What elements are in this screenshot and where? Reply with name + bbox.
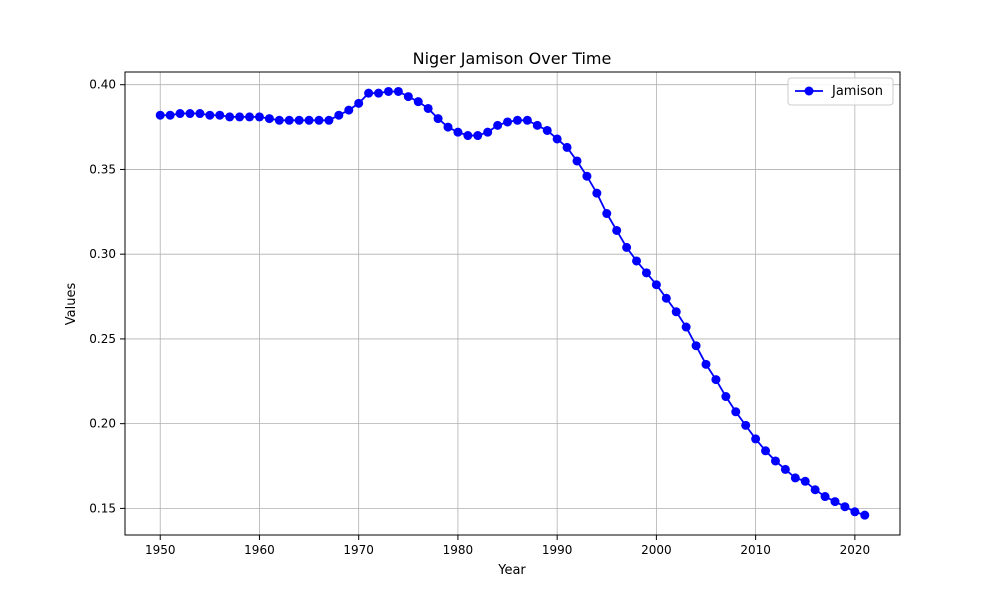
data-point xyxy=(473,131,483,141)
legend-marker-swatch xyxy=(804,86,814,96)
legend-box xyxy=(787,77,894,106)
data-point xyxy=(800,476,810,486)
data-point xyxy=(284,115,294,125)
legend-label-jamison: Jamison xyxy=(831,84,883,99)
x-tick-label: 2020 xyxy=(840,543,871,557)
data-point xyxy=(691,341,701,351)
data-point xyxy=(393,86,403,96)
data-point xyxy=(790,473,800,483)
data-point xyxy=(820,492,830,502)
data-point xyxy=(860,510,870,520)
data-point xyxy=(751,434,761,444)
data-point xyxy=(403,92,413,102)
data-point xyxy=(582,171,592,181)
data-point xyxy=(512,115,522,125)
data-point xyxy=(235,112,245,122)
data-point xyxy=(780,464,790,474)
data-point xyxy=(463,131,473,141)
x-axis-label: Year xyxy=(497,563,526,578)
data-point xyxy=(264,114,274,124)
x-tick-label: 1950 xyxy=(145,543,176,557)
data-point xyxy=(215,110,225,120)
data-point xyxy=(562,142,572,152)
data-point xyxy=(522,115,532,125)
data-point xyxy=(681,322,691,332)
data-point xyxy=(245,112,255,122)
data-point xyxy=(225,112,235,122)
data-point xyxy=(701,359,711,369)
data-point xyxy=(552,134,562,144)
data-point xyxy=(612,225,622,235)
data-point xyxy=(364,88,374,98)
data-point xyxy=(503,117,513,127)
data-point xyxy=(205,110,215,120)
ticks: 1950 1960 1970 1980 1990 2000 2010 2020 0.15 0.20… xyxy=(89,78,870,557)
data-point xyxy=(423,103,433,113)
x-tick-label: 2010 xyxy=(740,543,771,557)
x-tick-label: 1980 xyxy=(443,543,474,557)
data-point xyxy=(334,110,344,120)
data-point xyxy=(721,392,731,402)
data-point xyxy=(304,115,314,125)
data-point xyxy=(443,122,453,132)
x-tick-label: 1960 xyxy=(244,543,275,557)
x-tick-label: 1970 xyxy=(343,543,374,557)
data-point xyxy=(185,109,195,119)
data-point xyxy=(830,497,840,507)
data-point xyxy=(661,293,671,303)
data-point xyxy=(632,256,642,266)
data-point xyxy=(622,242,632,252)
y-axis-label: Values xyxy=(64,283,79,326)
grid xyxy=(125,72,900,535)
data-point xyxy=(314,115,324,125)
data-point xyxy=(274,115,284,125)
data-point xyxy=(413,97,423,107)
data-point xyxy=(572,156,582,166)
y-tick-label: 0.25 xyxy=(89,332,116,346)
data-point xyxy=(155,110,165,120)
y-tick-label: 0.35 xyxy=(89,162,116,176)
chart-title: Niger Jamison Over Time xyxy=(413,49,612,68)
data-point xyxy=(354,98,364,108)
data-point xyxy=(175,109,185,119)
data-point xyxy=(761,446,771,456)
legend: Jamison xyxy=(787,77,894,106)
data-point xyxy=(641,268,651,278)
y-tick-label: 0.15 xyxy=(89,501,116,515)
data-point xyxy=(493,120,503,130)
plot-area xyxy=(124,71,901,536)
data-point xyxy=(483,127,493,137)
data-point xyxy=(383,86,393,96)
data-point xyxy=(770,456,780,466)
data-point xyxy=(731,407,741,417)
data-point xyxy=(433,114,443,124)
data-point xyxy=(840,502,850,512)
data-point xyxy=(711,375,721,385)
data-point xyxy=(542,125,552,135)
data-point xyxy=(810,485,820,495)
data-point xyxy=(532,120,542,130)
data-point xyxy=(324,115,334,125)
data-point xyxy=(254,112,264,122)
data-point xyxy=(850,507,860,517)
data-point xyxy=(651,280,661,290)
data-point xyxy=(592,188,602,198)
x-tick-label: 1990 xyxy=(542,543,573,557)
data-point xyxy=(165,110,175,120)
x-tick-label: 2000 xyxy=(641,543,672,557)
data-point xyxy=(671,307,681,317)
series-layer xyxy=(155,86,870,520)
y-tick-label: 0.30 xyxy=(89,247,116,261)
data-point xyxy=(602,209,612,219)
y-tick-label: 0.40 xyxy=(89,78,116,92)
data-point xyxy=(453,127,463,137)
data-point xyxy=(195,109,205,119)
data-point xyxy=(741,420,751,430)
data-point xyxy=(294,115,304,125)
data-point xyxy=(344,105,354,115)
data-point xyxy=(374,88,384,98)
y-tick-label: 0.20 xyxy=(89,417,116,431)
